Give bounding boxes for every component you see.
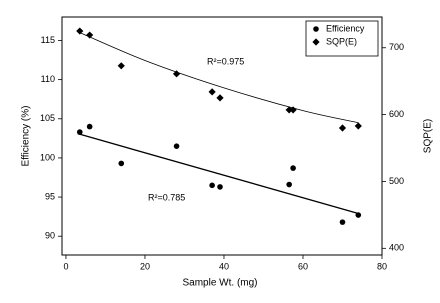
circle-marker bbox=[355, 212, 362, 218]
diamond-marker bbox=[76, 27, 84, 35]
x-tick-label: 40 bbox=[219, 261, 229, 271]
y2-tick-label: 400 bbox=[389, 243, 404, 253]
circle-marker bbox=[290, 165, 296, 171]
diamond-marker bbox=[86, 31, 94, 39]
y-tick-label: 90 bbox=[45, 231, 55, 241]
y-tick-label: 115 bbox=[41, 35, 55, 45]
y2-axis-label: SQP(E) bbox=[423, 119, 434, 153]
x-tick-label: 60 bbox=[298, 261, 308, 271]
trend-line bbox=[77, 133, 359, 215]
legend-label: SQP(E) bbox=[326, 36, 357, 46]
x-tick-label: 0 bbox=[63, 261, 68, 271]
y-axis-label: Efficiency (%) bbox=[21, 106, 32, 167]
circle-marker bbox=[339, 219, 346, 225]
x-tick-label: 20 bbox=[140, 261, 150, 271]
circle-marker bbox=[286, 181, 292, 188]
y2-tick-label: 500 bbox=[389, 176, 404, 186]
y-tick-label: 105 bbox=[40, 113, 55, 123]
diamond-marker bbox=[117, 62, 125, 70]
diamond-marker bbox=[338, 124, 347, 132]
legend-label: Efficiency bbox=[326, 23, 365, 33]
circle-marker bbox=[118, 160, 125, 167]
diamond-marker bbox=[216, 94, 224, 102]
trend-line bbox=[77, 31, 359, 124]
diamond-marker bbox=[354, 122, 362, 130]
plot-frame bbox=[61, 16, 383, 256]
circle-marker bbox=[217, 184, 223, 190]
y2-tick-label: 700 bbox=[389, 42, 404, 52]
diamond-marker bbox=[289, 106, 297, 114]
circle-marker bbox=[76, 129, 83, 135]
y-tick-label: 95 bbox=[45, 191, 55, 201]
legend-box bbox=[305, 20, 379, 57]
diamond-marker bbox=[285, 106, 293, 114]
y2-tick-label: 600 bbox=[389, 109, 404, 119]
x-axis-label: Sample Wt. (mg) bbox=[182, 278, 257, 289]
legend-marker bbox=[312, 38, 320, 46]
legend-marker bbox=[313, 26, 319, 32]
circle-marker bbox=[173, 143, 180, 149]
circle-marker bbox=[86, 123, 93, 130]
diamond-marker bbox=[208, 88, 216, 96]
circle-marker bbox=[209, 182, 215, 189]
annotation: R²=0.975 bbox=[207, 56, 244, 66]
diamond-marker bbox=[172, 70, 181, 78]
y-tick-label: 100 bbox=[40, 152, 55, 162]
annotation: R²=0.785 bbox=[148, 192, 185, 202]
y-tick-label: 110 bbox=[41, 74, 55, 84]
x-tick-label: 80 bbox=[377, 261, 387, 271]
